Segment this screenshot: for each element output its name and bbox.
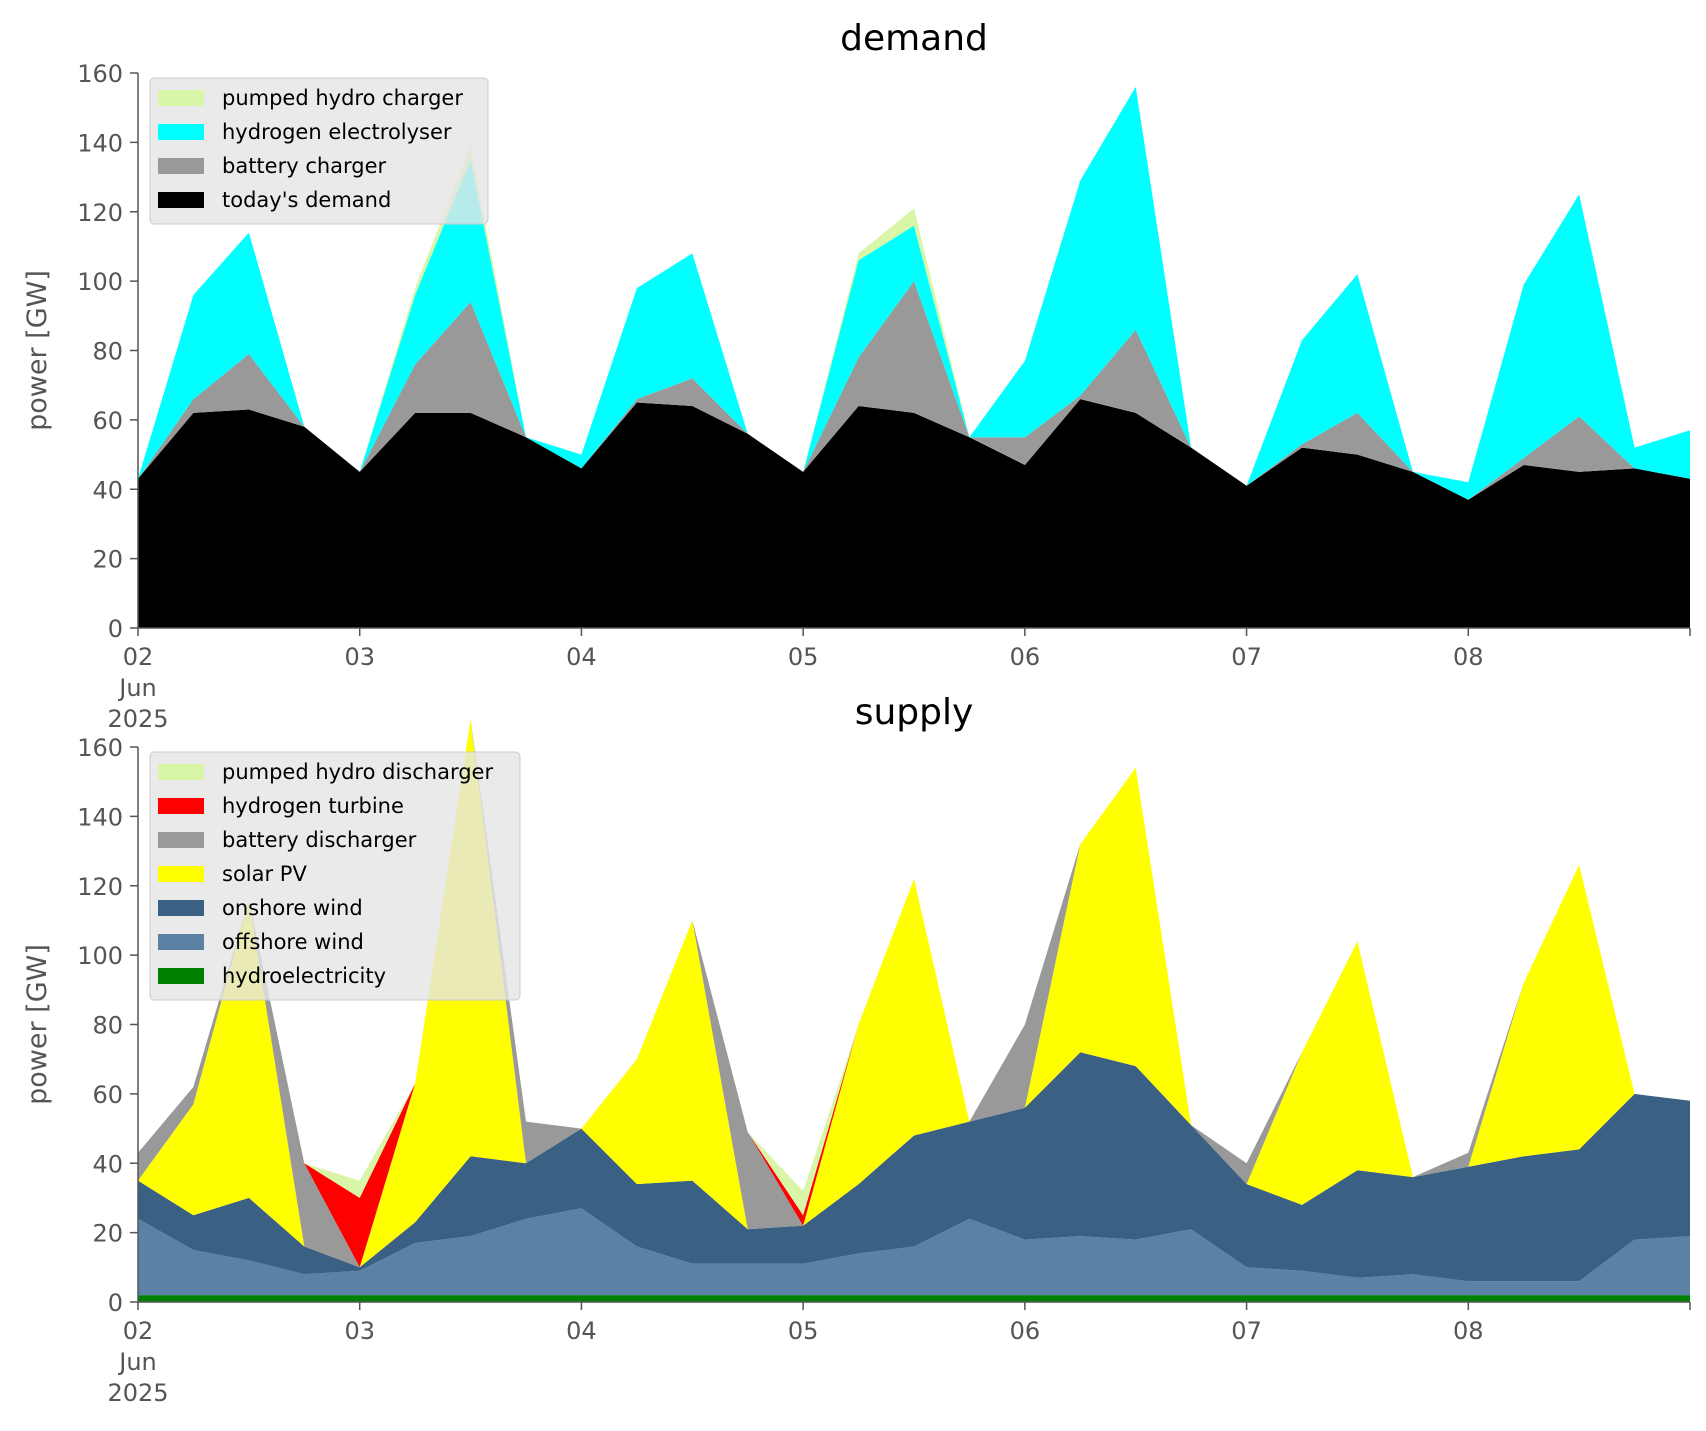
- y-tick-label: 40: [92, 476, 123, 504]
- x-tick-label: 08: [1453, 643, 1484, 671]
- legend-swatch-battery-discharger: [158, 832, 204, 848]
- legend-label-solar-pv: solar PV: [222, 862, 307, 886]
- x-tick-label: 05: [788, 643, 819, 671]
- y-tick-label: 80: [92, 1012, 123, 1040]
- legend-label-battery-charger: battery charger: [222, 154, 387, 178]
- chart-title: demand: [840, 18, 988, 59]
- legend-swatch-pumped-hydro-charger: [158, 90, 204, 106]
- x-tick-label: 08: [1453, 1317, 1484, 1345]
- area-battery-charger: [138, 281, 1690, 500]
- legend-swatch-onshore-wind: [158, 900, 204, 916]
- y-tick-label: 40: [92, 1150, 123, 1178]
- x-tick-label: 03: [344, 1317, 375, 1345]
- y-tick-label: 100: [77, 942, 123, 970]
- legend: [149, 77, 489, 225]
- x-tick-label: 06: [1010, 643, 1041, 671]
- y-tick-label: 120: [77, 873, 123, 901]
- legend-label-today-s-demand: today's demand: [222, 188, 391, 212]
- y-tick-label: 140: [77, 803, 123, 831]
- area-hydrogen-electrolyser: [138, 86, 1690, 500]
- legend-label-offshore-wind: offshore wind: [222, 930, 364, 954]
- legend-label-hydroelectricity: hydroelectricity: [222, 964, 386, 988]
- legend: [149, 751, 521, 1001]
- x-tick-label: 07: [1231, 1317, 1262, 1345]
- legend-label-hydrogen-turbine: hydrogen turbine: [222, 794, 404, 818]
- legend-swatch-battery-charger: [158, 158, 204, 174]
- x-tick-label: 04: [566, 1317, 597, 1345]
- y-tick-label: 0: [108, 1289, 123, 1317]
- area-solar-pv: [138, 719, 1690, 1268]
- y-tick-label: 20: [92, 1220, 123, 1248]
- legend-label-onshore-wind: onshore wind: [222, 896, 363, 920]
- area-hydroelectricity: [138, 1295, 1690, 1302]
- x-tick-label: 03: [344, 643, 375, 671]
- x-tick-label: Jun: [117, 674, 157, 702]
- x-tick-label: Jun: [117, 1348, 157, 1376]
- legend-swatch-offshore-wind: [158, 934, 204, 950]
- demand-chart: 0 20 40 60 80 100 120 140 160 02 Jun 2025 03 04 05 06 07…: [22, 18, 1691, 733]
- y-tick-label: 60: [92, 1081, 123, 1109]
- legend-label-battery-discharger: battery discharger: [222, 828, 417, 852]
- supply-chart: 0 20 40 60 80 100 120 140 160 02 Jun 2025 03 04 05 06 07…: [22, 692, 1691, 1407]
- area-onshore-wind: [138, 1052, 1690, 1282]
- x-tick-label: 02: [123, 643, 154, 671]
- chart-title: supply: [855, 692, 974, 733]
- legend-swatch-hydroelectricity: [158, 968, 204, 984]
- y-tick-label: 80: [92, 338, 123, 366]
- legend-swatch-today-s-demand: [158, 192, 204, 208]
- area-today-s-demand: [138, 399, 1690, 628]
- x-tick-label: 02: [123, 1317, 154, 1345]
- legend-swatch-hydrogen-electrolyser: [158, 124, 204, 140]
- legend-swatch-pumped-hydro-discharger: [158, 764, 204, 780]
- x-tick-label: 04: [566, 643, 597, 671]
- y-tick-label: 100: [77, 268, 123, 296]
- legend-swatch-solar-pv: [158, 866, 204, 882]
- y-tick-label: 140: [77, 129, 123, 157]
- x-tick-label: 06: [1010, 1317, 1041, 1345]
- y-tick-label: 60: [92, 407, 123, 435]
- y-axis-label: power [GW]: [22, 944, 53, 1105]
- area-offshore-wind: [138, 1208, 1690, 1296]
- y-tick-label: 120: [77, 199, 123, 227]
- legend-label-hydrogen-electrolyser: hydrogen electrolyser: [222, 120, 452, 144]
- x-tick-label: 07: [1231, 643, 1262, 671]
- x-tick-label: 05: [788, 1317, 819, 1345]
- legend-swatch-hydrogen-turbine: [158, 798, 204, 814]
- y-tick-label: 0: [108, 615, 123, 643]
- legend-label-pumped-hydro-discharger: pumped hydro discharger: [222, 760, 493, 784]
- y-tick-label: 160: [77, 60, 123, 88]
- area-battery-discharger: [138, 719, 1690, 1268]
- y-tick-label: 20: [92, 546, 123, 574]
- x-tick-label: 2025: [107, 705, 168, 733]
- x-tick-label: 2025: [107, 1379, 168, 1407]
- y-tick-label: 160: [77, 734, 123, 762]
- y-axis-label: power [GW]: [22, 270, 53, 431]
- legend-label-pumped-hydro-charger: pumped hydro charger: [222, 86, 463, 110]
